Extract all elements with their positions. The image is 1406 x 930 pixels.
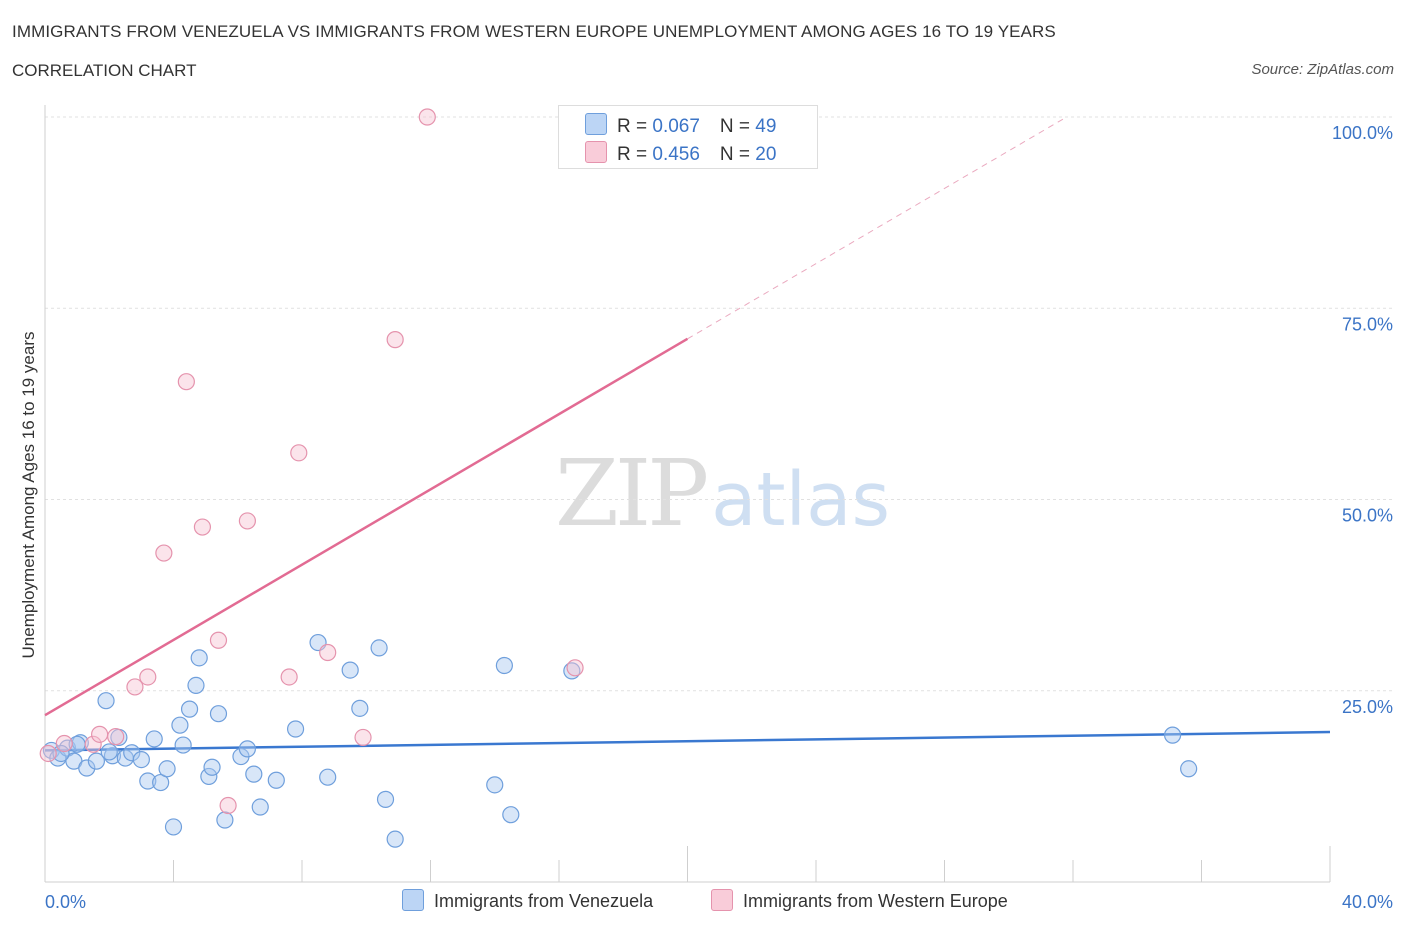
venezuela-point [145,730,163,748]
bottom-legend-western-europe: Immigrants from Western Europe [711,889,1008,912]
legend-n-label-western-europe: N = [719,144,756,165]
bottom-legend-label-venezuela: Immigrants from Venezuela [434,891,654,911]
western-europe-point [155,544,173,562]
western-europe-point [354,728,372,747]
western-europe-point [107,728,125,746]
bottom-legend-venezuela: Immigrants from Venezuela [402,889,653,912]
western-europe-trend-extension [687,116,1067,340]
correlation-legend: R = 0.067 N = 49 R = 0.456 N = 20 [558,105,818,169]
venezuela-point [376,790,395,808]
legend-swatch-venezuela [585,113,607,135]
western-europe-trend-line [44,337,689,717]
western-europe-point [39,744,57,763]
axes [44,105,1331,883]
tick-labels: 25.0% 50.0% 75.0% 100.0% 0.0% 40.0% [45,123,1393,912]
western-europe-point [139,668,157,686]
venezuela-point [216,811,234,829]
venezuela-trend-line [44,730,1331,752]
venezuela-point [251,798,269,816]
venezuela-point [139,772,157,790]
western-europe-point [418,108,436,126]
western-europe-point [290,444,308,462]
western-europe-point [177,373,195,391]
venezuela-point [245,765,263,783]
venezuela-point [386,830,404,848]
source-label: Source: ZipAtlas.com [1251,61,1394,78]
western-europe-point [386,331,404,349]
watermark-zip: ZIP [555,440,709,547]
y-tick-label: 100.0% [1332,123,1393,143]
western-europe-point [91,725,109,743]
legend-row-western-europe: R = 0.456 N = 20 [585,141,776,165]
legend-n-value-western-europe: 20 [755,144,777,165]
venezuela-point [319,768,337,786]
venezuela-point [1180,760,1198,778]
venezuela-point [286,720,305,738]
x-tick-label-min: 0.0% [45,892,86,912]
western-europe-point [193,518,212,536]
venezuela-point [209,705,228,723]
venezuela-point [187,676,205,694]
western-europe-point [238,512,256,530]
venezuela-point [238,740,256,758]
y-tick-label: 25.0% [1342,697,1393,717]
western-europe-point [55,734,73,753]
venezuela-point [190,649,208,667]
western-europe-point [319,643,337,662]
venezuela-point [200,767,218,786]
legend-r-value-western-europe: 0.456 [652,144,700,165]
venezuela-point [351,699,369,717]
western-europe-point [219,796,237,815]
legend-n-label-venezuela: N = [719,116,756,137]
venezuela-point [78,759,96,777]
venezuela-point [132,750,150,769]
zipatlas-watermark: ZIPatlas [555,440,890,547]
legend-n-value-venezuela: 49 [755,116,777,137]
venezuela-point [52,744,70,763]
chart-title: IMMIGRANTS FROM VENEZUELA VS IMMIGRANTS … [12,22,1056,41]
grid-lines [45,116,1395,692]
venezuela-point [123,744,141,762]
western-europe-point [566,659,584,677]
legend-row-venezuela: R = 0.067 N = 49 [585,113,776,137]
legend-swatch-western-europe [585,141,607,163]
venezuela-point [267,771,285,789]
chart-subtitle: CORRELATION CHART [12,61,197,80]
venezuela-point [1163,726,1182,744]
western-europe-point [126,678,144,696]
western-europe-point [280,668,298,686]
x-tick-label-max: 40.0% [1342,892,1393,912]
venezuela-point [180,700,199,718]
venezuela-point [486,776,504,794]
venezuela-point [97,692,115,710]
bottom-legend-swatch-venezuela [402,889,424,911]
legend-r-value-venezuela: 0.067 [652,116,700,137]
venezuela-point [370,639,388,657]
y-tick-label: 50.0% [1342,506,1393,526]
y-tick-label: 75.0% [1342,314,1393,334]
venezuela-point [502,806,520,824]
venezuela-point [171,716,189,734]
bottom-legend-swatch-western-europe [711,889,733,911]
venezuela-point [87,752,106,770]
venezuela-point [341,661,359,679]
venezuela-point [495,656,513,675]
venezuela-point [100,743,118,761]
western-europe-point [84,735,102,753]
venezuela-point [203,758,221,776]
data-points [39,108,1198,848]
venezuela-point [174,736,192,754]
venezuela-point [152,773,170,792]
trend-lines [44,116,1331,752]
y-axis-label: Unemployment Among Ages 16 to 19 years [19,332,38,659]
western-europe-point [209,631,228,649]
legend-r-label-venezuela: R = [617,116,653,137]
legend-r-label-western-europe: R = [617,144,653,165]
venezuela-point [164,818,183,836]
venezuela-point [563,662,581,680]
watermark-atlas: atlas [711,457,890,543]
bottom-legend-label-western-europe: Immigrants from Western Europe [743,891,1008,911]
venezuela-point [158,760,176,778]
